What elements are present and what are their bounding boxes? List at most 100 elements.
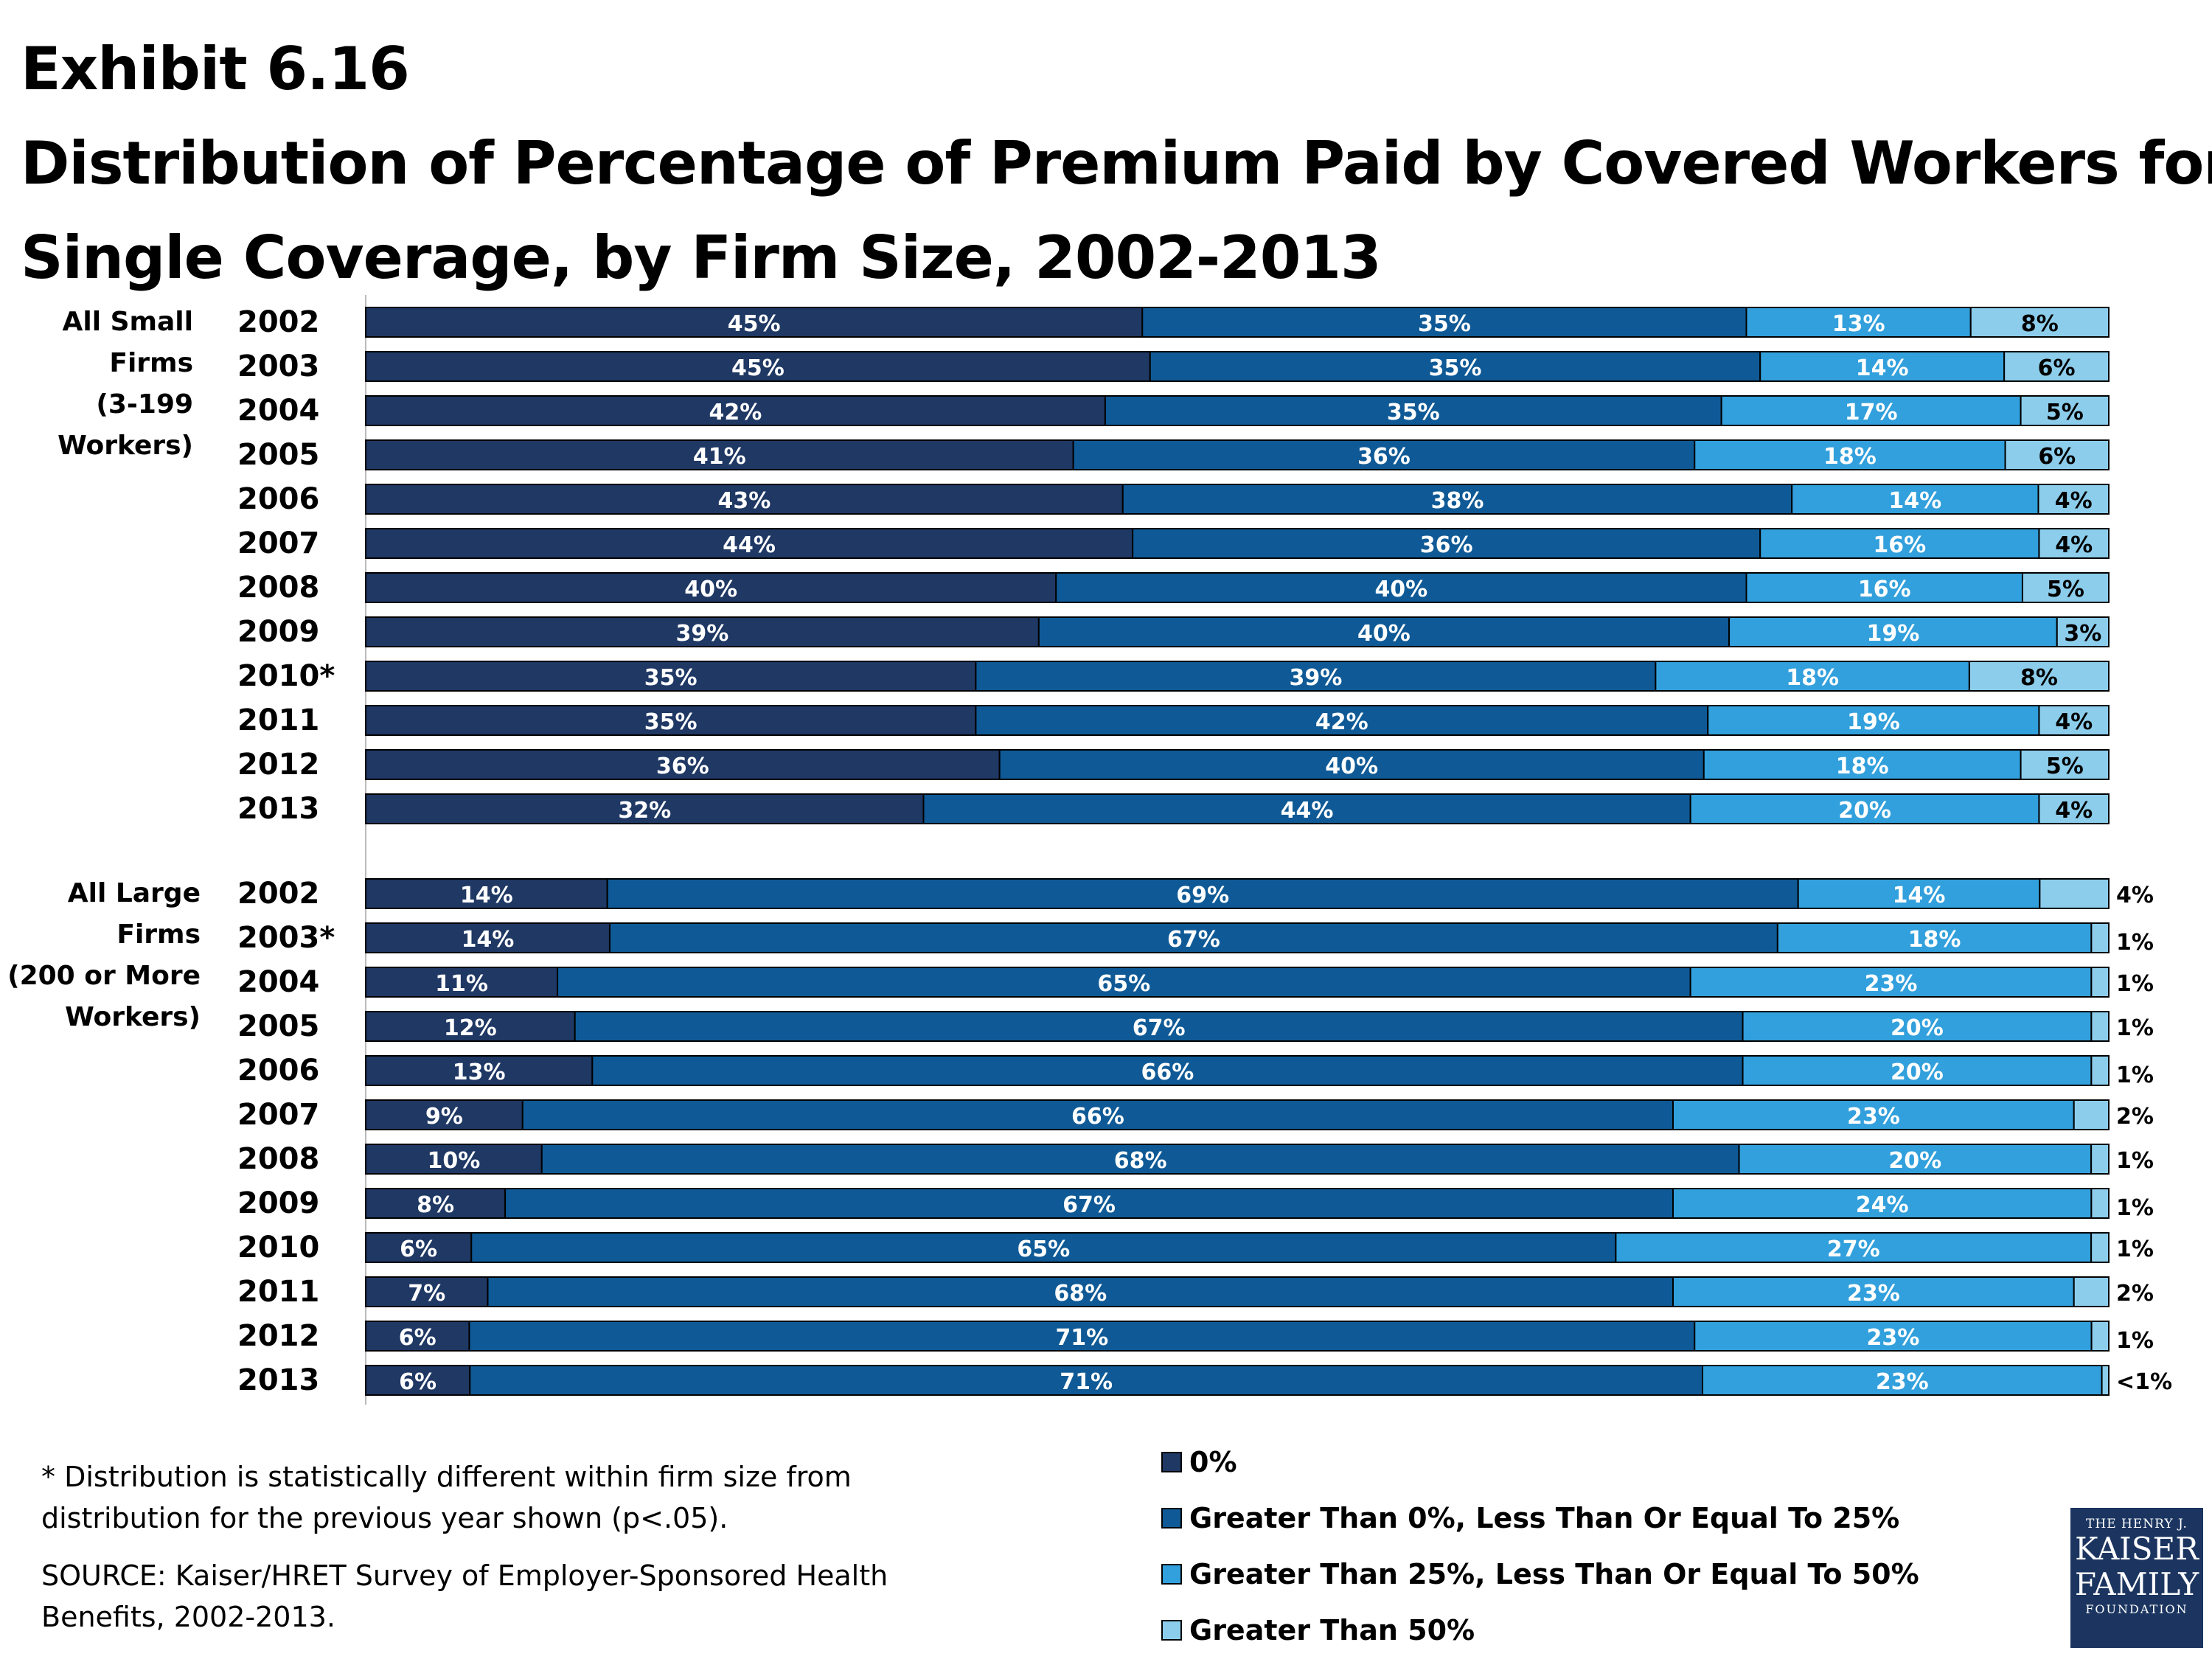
bar-segment-zero [365, 793, 925, 824]
group-label-line: All Large [68, 878, 201, 908]
data-label-gt50: 1% [2116, 1237, 2154, 1262]
group-label-line: Firms [109, 348, 193, 378]
data-label-zero: 12% [444, 1015, 497, 1041]
data-label-gt0-le25: 36% [1357, 444, 1411, 470]
bar-segment-gt50 [2037, 484, 2110, 515]
data-label-gt50: 8% [2021, 311, 2059, 337]
data-label-gt50: 1% [2116, 971, 2154, 997]
bar-segment-gt0-le25 [1037, 616, 1731, 647]
bar-segment-zero [365, 878, 608, 909]
data-label-gt50: 6% [2038, 355, 2076, 381]
data-label-gt0-le25: 38% [1431, 488, 1484, 514]
data-label-zero: 35% [644, 709, 698, 735]
group-label-line: (3-199 [96, 389, 193, 420]
data-label-gt50: 1% [2116, 930, 2154, 956]
data-label-zero: 45% [731, 355, 785, 381]
data-label-gt25-le50: 19% [1847, 709, 1900, 735]
bar-segment-gt50 [2038, 705, 2110, 736]
data-label-gt50: 4% [2055, 532, 2093, 558]
data-label-gt0-le25: 40% [1357, 621, 1411, 647]
legend-label-gt25-le50: Greater Than 25%, Less Than Or Equal To … [1189, 1558, 1919, 1590]
bar-segment-gt25-le50 [1615, 1232, 2093, 1263]
data-label-zero: 45% [728, 311, 781, 337]
data-label-zero: 44% [723, 532, 776, 558]
data-label-zero: 7% [408, 1281, 445, 1307]
group-label-line: All Small [63, 307, 194, 337]
bar-segment-gt25-le50 [1759, 351, 2006, 382]
legend-item-zero: 0% [1161, 1434, 1919, 1490]
chart-title: Exhibit 6.16 Distribution of Percentage … [21, 22, 2212, 305]
data-label-gt25-le50: 14% [1893, 883, 1946, 908]
bar-segment-zero [365, 661, 977, 692]
data-label-gt0-le25: 67% [1062, 1192, 1116, 1218]
bar-segment-zero [365, 395, 1106, 426]
data-label-gt0-le25: 66% [1141, 1060, 1194, 1085]
data-label-gt50: 4% [2055, 798, 2093, 824]
data-label-gt25-le50: 23% [1847, 1104, 1900, 1130]
legend-label-zero: 0% [1189, 1446, 1237, 1478]
bar-segment-zero [365, 749, 1001, 780]
legend-label-gt0-le25: Greater Than 0%, Less Than Or Equal To 2… [1189, 1502, 1900, 1534]
data-label-zero: 9% [425, 1104, 463, 1130]
bar-segment-gt50 [2090, 1055, 2110, 1086]
data-label-gt50: 2% [2116, 1104, 2154, 1130]
data-label-gt25-le50: 23% [1847, 1281, 1900, 1307]
bar-segment-gt50 [2090, 1011, 2110, 1042]
bar-segment-gt0-le25 [1055, 572, 1747, 603]
bar-segment-gt25-le50 [1702, 1365, 2103, 1396]
year-label: 2012 [237, 1319, 319, 1353]
data-label-zero: 11% [435, 971, 488, 997]
legend-swatch-gt0-le25 [1161, 1508, 1182, 1528]
data-label-gt0-le25: 68% [1114, 1148, 1167, 1174]
bar-segment-zero [365, 922, 611, 953]
data-label-zero: 13% [453, 1060, 506, 1085]
bar-segment-gt0-le25 [540, 1144, 1740, 1175]
bar-segment-gt0-le25 [468, 1321, 1696, 1352]
group-label-line: Workers) [58, 431, 193, 461]
data-label-gt25-le50: 23% [1867, 1325, 1920, 1351]
group-label-line: Firms [116, 919, 201, 950]
data-label-zero: 41% [693, 444, 746, 470]
bar-segment-gt25-le50 [1689, 793, 2040, 824]
bar-segment-gt25-le50 [1672, 1276, 2075, 1307]
year-label: 2002 [237, 305, 319, 339]
data-label-zero: 39% [676, 621, 729, 647]
year-label: 2006 [237, 482, 319, 516]
bar-segment-zero [365, 484, 1124, 515]
year-label: 2003* [237, 921, 335, 955]
bar-segment-gt50 [2021, 572, 2110, 603]
year-label: 2005 [237, 438, 319, 472]
bar-segment-gt25-le50 [1797, 878, 2041, 909]
data-label-gt0-le25: 68% [1054, 1281, 1107, 1307]
data-label-gt0-le25: 65% [1097, 971, 1150, 997]
data-label-gt25-le50: 13% [1832, 311, 1885, 337]
data-label-gt0-le25: 71% [1060, 1369, 1113, 1395]
bar-segment-gt0-le25 [469, 1365, 1704, 1396]
data-label-zero: 43% [717, 488, 771, 514]
bar-segment-zero [365, 351, 1151, 382]
year-label: 2011 [237, 1275, 319, 1309]
bar-segment-gt25-le50 [1720, 395, 2022, 426]
data-label-gt50: <1% [2116, 1369, 2172, 1395]
bar-segment-gt50 [2090, 1321, 2110, 1352]
year-label: 2007 [237, 526, 319, 560]
data-label-gt0-le25: 65% [1017, 1237, 1070, 1262]
bar-segment-gt0-le25 [1141, 307, 1747, 338]
legend-item-gt0-le25: Greater Than 0%, Less Than Or Equal To 2… [1161, 1490, 1919, 1546]
group-label-line: Workers) [65, 1002, 201, 1032]
bar-segment-gt0-le25 [998, 749, 1705, 780]
bar-segment-gt0-le25 [922, 793, 1691, 824]
logo-line-2: KAISER [2075, 1531, 2199, 1567]
data-label-gt0-le25: 67% [1133, 1015, 1186, 1041]
title-line-1: Distribution of Percentage of Premium Pa… [21, 129, 2212, 198]
year-label: 2003 [237, 349, 319, 383]
year-label: 2010* [237, 659, 335, 693]
legend-swatch-zero [1161, 1452, 1182, 1472]
data-label-zero: 40% [684, 577, 737, 602]
bar-segment-zero [365, 439, 1074, 470]
bar-segment-zero [365, 1188, 507, 1219]
data-label-zero: 36% [656, 754, 709, 779]
bar-segment-gt25-le50 [1791, 484, 2039, 515]
data-label-gt50: 1% [2116, 1015, 2154, 1041]
legend: 0% Greater Than 0%, Less Than Or Equal T… [1161, 1434, 1919, 1658]
